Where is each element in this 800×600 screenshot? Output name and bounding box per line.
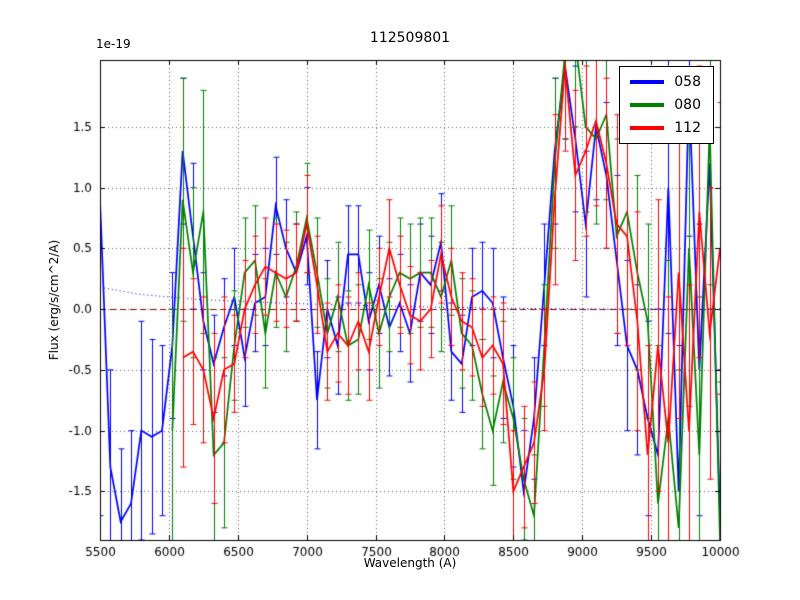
legend-label: 058 (674, 74, 701, 90)
legend: 058 080 112 (619, 66, 714, 144)
legend-line-swatch (630, 103, 665, 107)
y-axis-offset-text: 1e-19 (96, 37, 131, 51)
legend-item: 080 (630, 98, 701, 112)
legend-label: 112 (674, 120, 701, 136)
x-axis-label: Wavelength (A) (363, 556, 457, 570)
legend-line-swatch (630, 126, 665, 130)
chart-title: 112509801 (369, 30, 451, 46)
y-axis-label: Flux (erg/s/cm^2/A) (47, 239, 61, 361)
legend-line-swatch (630, 80, 665, 84)
legend-label: 080 (674, 97, 701, 113)
legend-item: 112 (630, 121, 701, 135)
legend-item: 058 (630, 75, 701, 89)
